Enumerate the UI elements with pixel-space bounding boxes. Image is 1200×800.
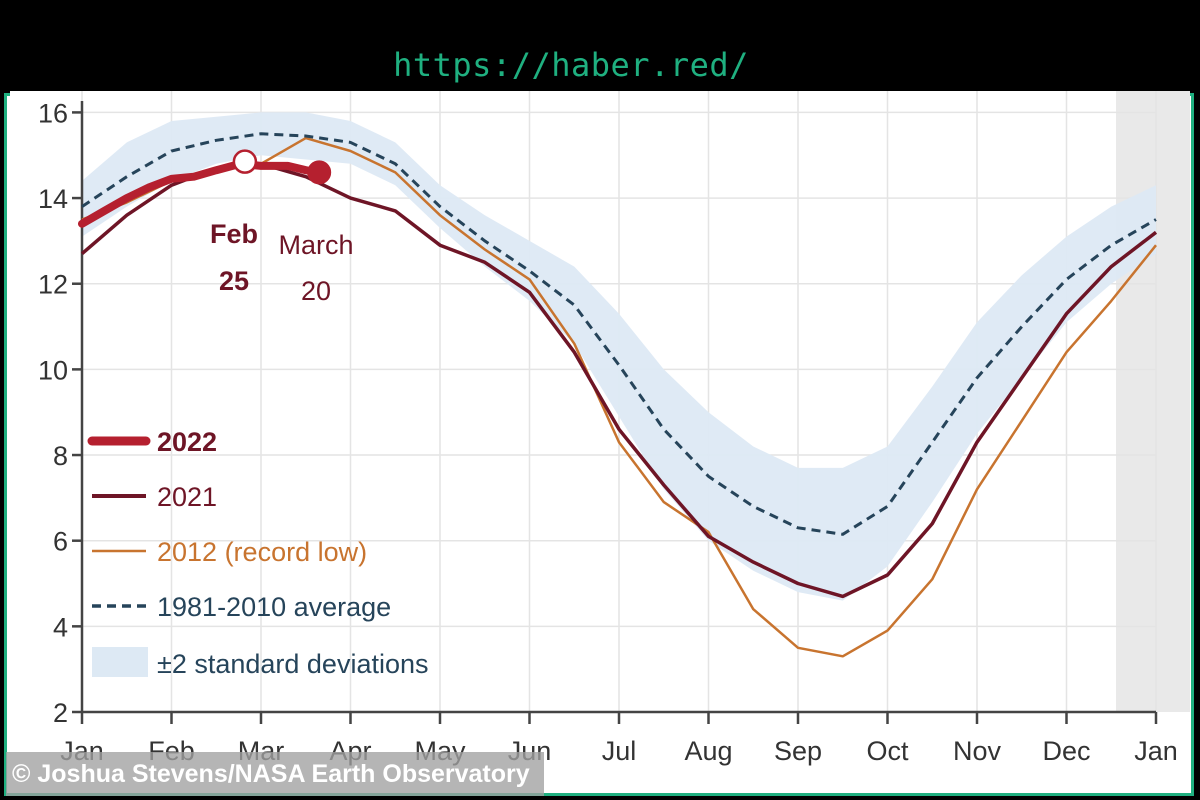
legend-label-average: 1981-2010 average	[157, 592, 391, 622]
y-tick-label: 10	[38, 355, 68, 385]
forecast-shade	[1116, 91, 1190, 712]
y-tick-label: 14	[38, 184, 68, 214]
max-label-top: Feb	[210, 219, 258, 249]
std-dev-band	[82, 112, 1156, 601]
y-tick-label: 8	[53, 441, 68, 471]
annotation-points	[232, 149, 332, 185]
source-url[interactable]: https://haber.red/	[393, 46, 749, 84]
max-point-marker	[232, 149, 258, 174]
legend-label-2022: 2022	[157, 427, 217, 457]
y-tick-label: 6	[53, 527, 68, 557]
image-credit: © Joshua Stevens/NASA Earth Observatory	[6, 752, 544, 796]
current-label-top: March	[278, 230, 353, 260]
current-label-bottom: 20	[301, 276, 331, 306]
current-point-marker	[307, 160, 332, 185]
x-tick-label: Oct	[866, 736, 909, 766]
legend-label-2012: 2012 (record low)	[157, 537, 367, 567]
line-2022	[78, 159, 324, 228]
y-axis-ticks: 2 4 6 8 10 12 14 16	[38, 98, 82, 728]
line-average	[81, 132, 1157, 536]
x-tick-label: Dec	[1042, 736, 1090, 766]
x-tick-label: Nov	[953, 736, 1002, 766]
y-tick-label: 12	[38, 270, 68, 300]
x-tick-label: Aug	[684, 736, 732, 766]
x-tick-label: Jan	[1134, 736, 1178, 766]
y-tick-label: 2	[53, 698, 68, 728]
x-tick-label: Jul	[602, 736, 637, 766]
max-label-bottom: 25	[219, 266, 249, 296]
legend-label-2021: 2021	[157, 482, 217, 512]
legend-label-band: ±2 standard deviations	[157, 649, 429, 679]
x-tick-label: Sep	[774, 736, 822, 766]
top-bar: https://haber.red/	[0, 0, 1200, 93]
legend: 2022 2021 2012 (record low) 1981-2010 av…	[87, 427, 429, 679]
y-tick-label: 16	[38, 98, 68, 128]
y-tick-label: 4	[53, 612, 68, 642]
legend-swatch-band	[92, 647, 148, 677]
